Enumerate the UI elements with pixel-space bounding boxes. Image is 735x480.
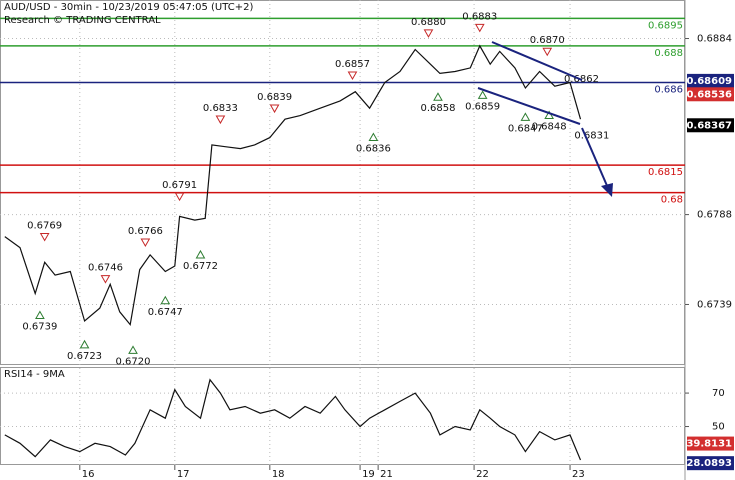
trough-marker — [128, 345, 138, 354]
price-tag-label: 39.8131 — [686, 439, 732, 450]
x-tick-label: 22 — [476, 469, 489, 480]
price-line — [4, 44, 582, 326]
price-tag-label: 0.68536 — [686, 89, 732, 100]
trough-label: 0.6723 — [67, 351, 102, 362]
peak-label: 0.6766 — [128, 226, 163, 237]
level-label: 0.6815 — [648, 167, 683, 178]
y-tick-label: 0.6739 — [697, 299, 732, 310]
x-tick-label: 16 — [82, 469, 95, 480]
y-tick-label: 0.6788 — [697, 210, 732, 221]
price-tag — [687, 73, 734, 88]
peak-marker — [215, 115, 226, 125]
forecast-arrow — [581, 127, 609, 189]
trough-label: 0.6836 — [356, 144, 391, 155]
trough-marker — [433, 92, 443, 101]
trough-label: 0.6847 — [508, 123, 543, 134]
peak-label: 0.6870 — [530, 35, 565, 46]
x-tick-label: 21 — [380, 469, 393, 480]
trough-marker — [477, 90, 488, 99]
chart-subtitle: Research © TRADING CENTRAL — [4, 15, 161, 26]
peak-marker — [542, 47, 553, 57]
peak-label: 0.6857 — [335, 59, 370, 70]
price-tag-label: 0.68367 — [686, 120, 732, 131]
trough-label: 0.6747 — [148, 307, 183, 318]
price-tag — [687, 118, 734, 133]
level-label: 0.686 — [654, 85, 683, 96]
price-tag-label: 28.0893 — [686, 458, 732, 469]
peak-marker — [347, 71, 358, 81]
trough-label: 0.6858 — [420, 103, 455, 114]
peak-label: 0.6839 — [257, 92, 292, 103]
peak-label: 0.6769 — [27, 220, 62, 231]
chart-title: AUD/USD - 30min - 10/23/2019 05:47:05 (U… — [4, 2, 253, 13]
trough-label: 0.6739 — [22, 321, 57, 332]
x-tick-label: 19 — [362, 469, 375, 480]
trough-label: 0.6720 — [116, 356, 151, 367]
peak-marker — [269, 104, 280, 114]
y-tick-label: 70 — [712, 388, 725, 399]
peak-label: 0.6883 — [462, 11, 497, 22]
level-label: 0.68 — [661, 195, 683, 206]
price-line — [4, 378, 582, 461]
channel-line — [477, 87, 581, 125]
channel-line — [491, 41, 583, 81]
price-tag — [687, 456, 734, 471]
peak-label: 0.6791 — [162, 180, 197, 191]
peak-marker — [39, 232, 50, 242]
peak-label: 0.6833 — [203, 103, 238, 114]
trough-marker — [544, 110, 555, 120]
peak-marker — [100, 275, 111, 284]
level-label: 0.6895 — [648, 20, 683, 31]
trough-marker — [160, 295, 171, 305]
peak-label: 0.6880 — [411, 17, 446, 28]
trough-label: 0.6772 — [183, 261, 218, 272]
price-tag — [687, 87, 734, 102]
price-panel — [0, 0, 685, 365]
trough-marker — [520, 112, 531, 121]
rsi-title: RSI14 - 9MA — [4, 369, 65, 380]
peak-marker — [423, 29, 434, 38]
x-tick-label: 23 — [572, 469, 585, 480]
y-tick-label: 50 — [712, 422, 725, 433]
trough-label: 0.6848 — [532, 122, 567, 133]
level-label: 0.688 — [654, 48, 683, 59]
trough-marker — [35, 310, 45, 319]
y-tick-label: 0.6884 — [697, 34, 732, 45]
arrow-head — [601, 183, 613, 197]
annotation-label: 0.6831 — [574, 131, 609, 142]
rsi-panel — [0, 367, 685, 465]
trough-marker — [368, 132, 379, 142]
price-tag — [687, 436, 734, 451]
trough-label: 0.6859 — [465, 101, 500, 112]
x-tick-label: 18 — [272, 469, 285, 480]
peak-label: 0.6746 — [88, 263, 123, 274]
x-tick-label: 17 — [177, 469, 190, 480]
peak-marker — [140, 238, 151, 247]
price-tag-label: 0.68609 — [686, 76, 732, 87]
trough-marker — [79, 339, 90, 349]
peak-marker — [474, 23, 485, 33]
trough-marker — [195, 249, 206, 259]
peak-marker — [174, 192, 185, 202]
